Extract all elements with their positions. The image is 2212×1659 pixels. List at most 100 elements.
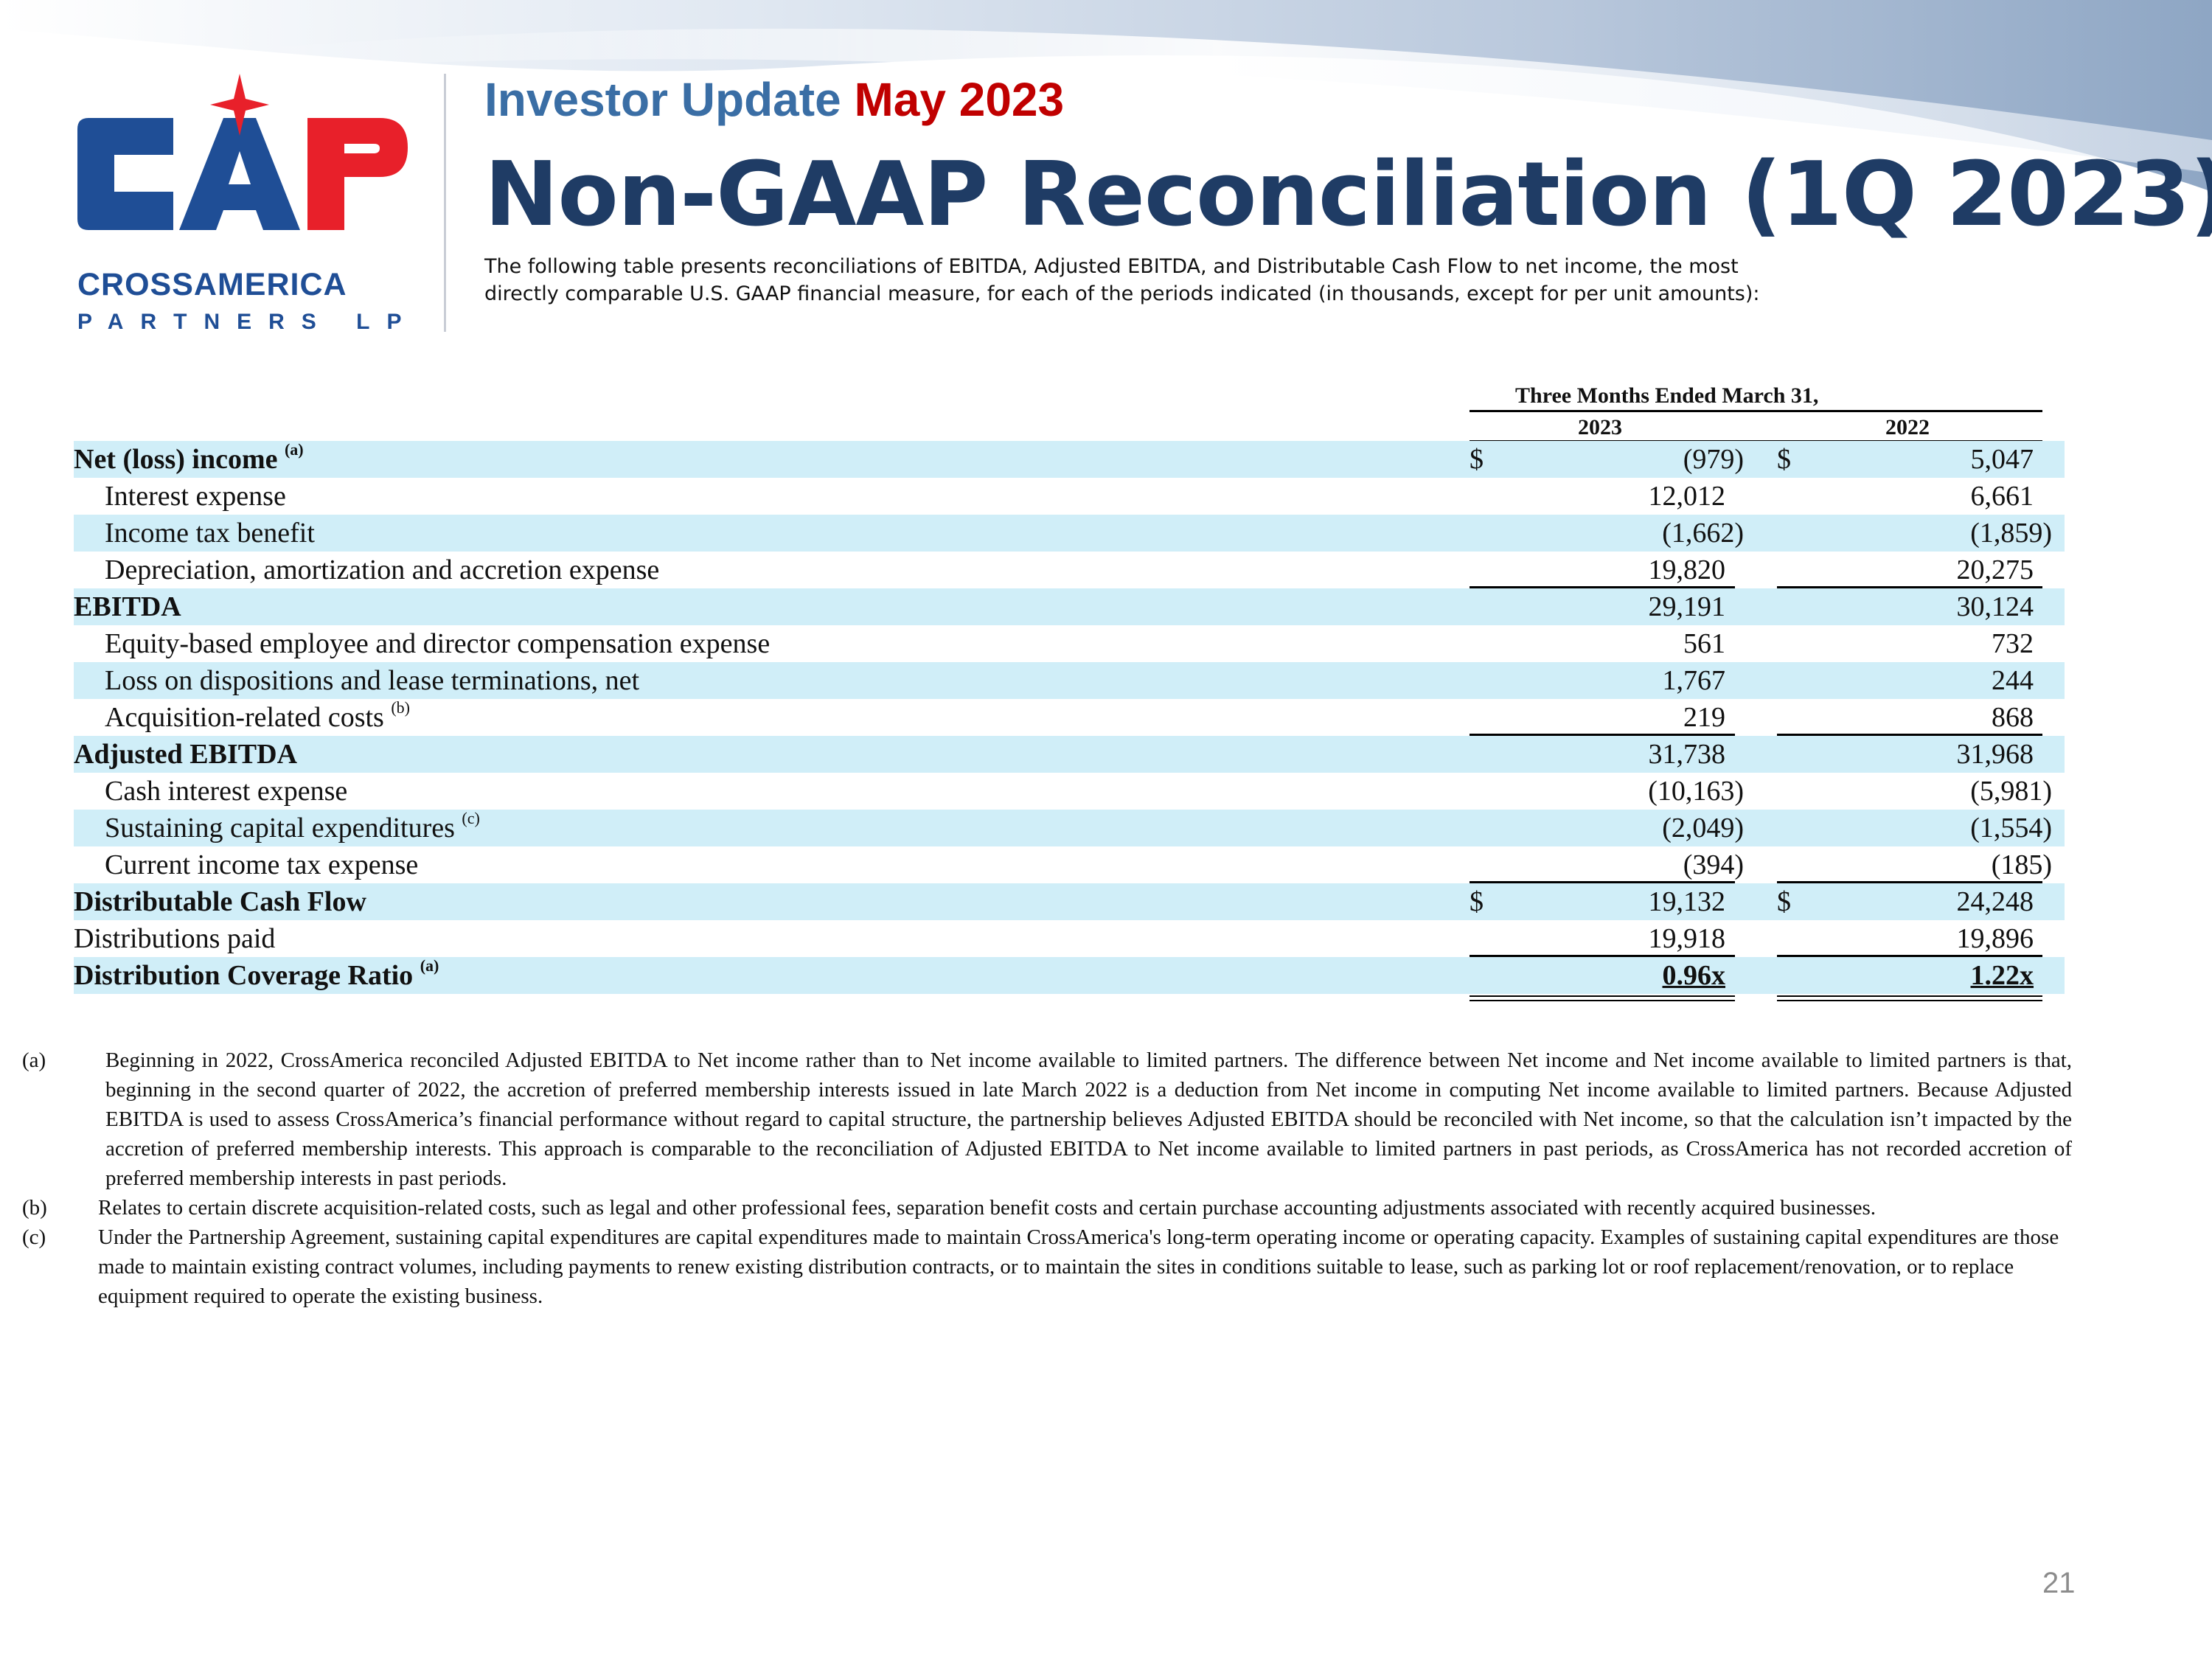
value-2023: (394) — [1683, 849, 1744, 880]
table-row: Distributions paid 19,918 19,896 — [74, 920, 2065, 957]
slide-kicker: Investor Update May 2023 — [484, 72, 1064, 127]
value-2022: 732 — [1992, 628, 2034, 659]
row-label: Depreciation, amortization and accretion… — [105, 554, 660, 585]
kicker-date: May 2023 — [854, 73, 1065, 126]
row-label: Distribution Coverage Ratio (a) — [74, 956, 439, 992]
value-2023: 19,918 — [1648, 923, 1726, 954]
row-label: Equity-based employee and director compe… — [105, 628, 771, 659]
intro-text: The following table presents reconciliat… — [484, 253, 1959, 307]
period-header: Three Months Ended March 31, — [1515, 383, 1819, 408]
row-label: Distributions paid — [74, 923, 276, 954]
value-2022: 244 — [1992, 665, 2034, 696]
value-2022: (5,981) — [1970, 776, 2052, 807]
currency-symbol: $ — [1777, 886, 1791, 917]
subtotal-rule — [1777, 955, 2042, 957]
header-divider — [444, 74, 446, 332]
value-2023: 31,738 — [1648, 739, 1726, 770]
value-2022: 6,661 — [1970, 481, 2034, 512]
kicker-prefix: Investor Update — [484, 73, 841, 126]
table-row: Cash interest expense (10,163) (5,981) — [74, 773, 2065, 810]
table-row: Acquisition-related costs (b) 219 868 — [74, 699, 2065, 736]
value-2022: 5,047 — [1970, 444, 2034, 475]
footnote-marker: (a) — [22, 1048, 46, 1072]
intro-line-2: directly comparable U.S. GAAP financial … — [484, 282, 1760, 305]
value-2023: 19,132 — [1648, 886, 1726, 917]
subtotal-rule — [1470, 881, 1735, 883]
year-header-2023: 2023 — [1578, 415, 1622, 439]
footnote-text: Relates to certain discrete acquisition-… — [98, 1196, 1876, 1220]
row-label: Current income tax expense — [105, 849, 419, 880]
value-2023: 1,767 — [1662, 665, 1726, 696]
footnote-text: Beginning in 2022, CrossAmerica reconcil… — [105, 1048, 2072, 1190]
subtotal-rule — [1777, 586, 2042, 588]
row-label: Acquisition-related costs (b) — [105, 698, 411, 734]
row-label: Net (loss) income (a) — [74, 440, 304, 476]
row-label: Distributable Cash Flow — [74, 886, 366, 917]
year-header-2022: 2022 — [1885, 415, 1930, 439]
value-2022: 24,248 — [1956, 886, 2034, 917]
slide-title: Non-GAAP Reconciliation (1Q 2023) — [484, 144, 2212, 246]
footnote-marker: (b) — [22, 1196, 47, 1220]
table-row: Interest expense 12,012 6,661 — [74, 478, 2065, 515]
value-2023: 219 — [1683, 702, 1725, 733]
row-label: Sustaining capital expenditures (c) — [105, 809, 480, 844]
value-2023: (1,662) — [1662, 518, 1744, 549]
table-row: Depreciation, amortization and accretion… — [74, 552, 2065, 588]
intro-line-1: The following table presents reconciliat… — [484, 255, 1739, 278]
subtotal-rule — [1470, 734, 1735, 736]
value-2022: 19,896 — [1956, 923, 2034, 954]
footnote-b: (b) Relates to certain discrete acquisit… — [0, 1193, 2072, 1222]
currency-symbol: $ — [1470, 886, 1484, 917]
value-2022: 20,275 — [1956, 554, 2034, 585]
value-2023: (979) — [1683, 444, 1744, 475]
value-2023: (2,049) — [1662, 813, 1744, 844]
period-header-rule — [1470, 410, 2042, 412]
double-rule — [1470, 995, 1735, 997]
double-rule — [1777, 995, 2042, 997]
value-2022: 868 — [1992, 702, 2034, 733]
footnotes: (a) Beginning in 2022, CrossAmerica reco… — [0, 1046, 2072, 1311]
table-row: Loss on dispositions and lease terminati… — [74, 662, 2065, 699]
value-2022: (185) — [1991, 849, 2052, 880]
footnote-c: (c) Under the Partnership Agreement, sus… — [0, 1222, 2072, 1311]
row-label: Interest expense — [105, 481, 286, 512]
value-2022: 30,124 — [1956, 591, 2034, 622]
table-row: Sustaining capital expenditures (c) (2,0… — [74, 810, 2065, 846]
subtotal-rule — [1777, 734, 2042, 736]
double-rule — [1777, 1000, 2042, 1001]
row-label: Loss on dispositions and lease terminati… — [105, 665, 640, 696]
row-label: EBITDA — [74, 591, 181, 622]
table-row: Net (loss) income (a) $ (979) $ 5,047 — [74, 441, 2065, 478]
table-row: Current income tax expense (394) (185) — [74, 846, 2065, 883]
value-2023: 29,191 — [1648, 591, 1726, 622]
footnote-marker: (c) — [22, 1225, 46, 1249]
double-rule — [1470, 1000, 1735, 1001]
table-row: Distributable Cash Flow $ 19,132 $ 24,24… — [74, 883, 2065, 920]
table-row: Equity-based employee and director compe… — [74, 625, 2065, 662]
header-background — [0, 0, 2212, 243]
row-label: Cash interest expense — [105, 776, 348, 807]
footnote-text: Under the Partnership Agreement, sustain… — [98, 1225, 2059, 1308]
cap-logo — [77, 74, 408, 230]
table-row: Distribution Coverage Ratio (a) 0.96x 1.… — [74, 957, 2065, 994]
value-2023: 0.96x — [1662, 960, 1726, 991]
page-number: 21 — [2042, 1567, 2076, 1599]
value-2022: (1,554) — [1970, 813, 2052, 844]
currency-symbol: $ — [1470, 444, 1484, 475]
row-label: Adjusted EBITDA — [74, 739, 298, 770]
subtotal-rule — [1777, 881, 2042, 883]
value-2022: 1.22x — [1970, 960, 2034, 991]
logo-company-name: CROSSAMERICA — [77, 267, 347, 302]
table-row: Income tax benefit (1,662) (1,859) — [74, 515, 2065, 552]
footnote-a: (a) Beginning in 2022, CrossAmerica reco… — [0, 1046, 2072, 1193]
value-2023: 561 — [1683, 628, 1725, 659]
subtotal-rule — [1470, 586, 1735, 588]
table-row: Adjusted EBITDA 31,738 31,968 — [74, 736, 2065, 773]
value-2022: (1,859) — [1970, 518, 2052, 549]
logo-company-suffix: PARTNERS LP — [77, 310, 419, 334]
value-2023: (10,163) — [1648, 776, 1744, 807]
value-2023: 12,012 — [1648, 481, 1726, 512]
table-row: EBITDA 29,191 30,124 — [74, 588, 2065, 625]
value-2022: 31,968 — [1956, 739, 2034, 770]
value-2023: 19,820 — [1648, 554, 1726, 585]
